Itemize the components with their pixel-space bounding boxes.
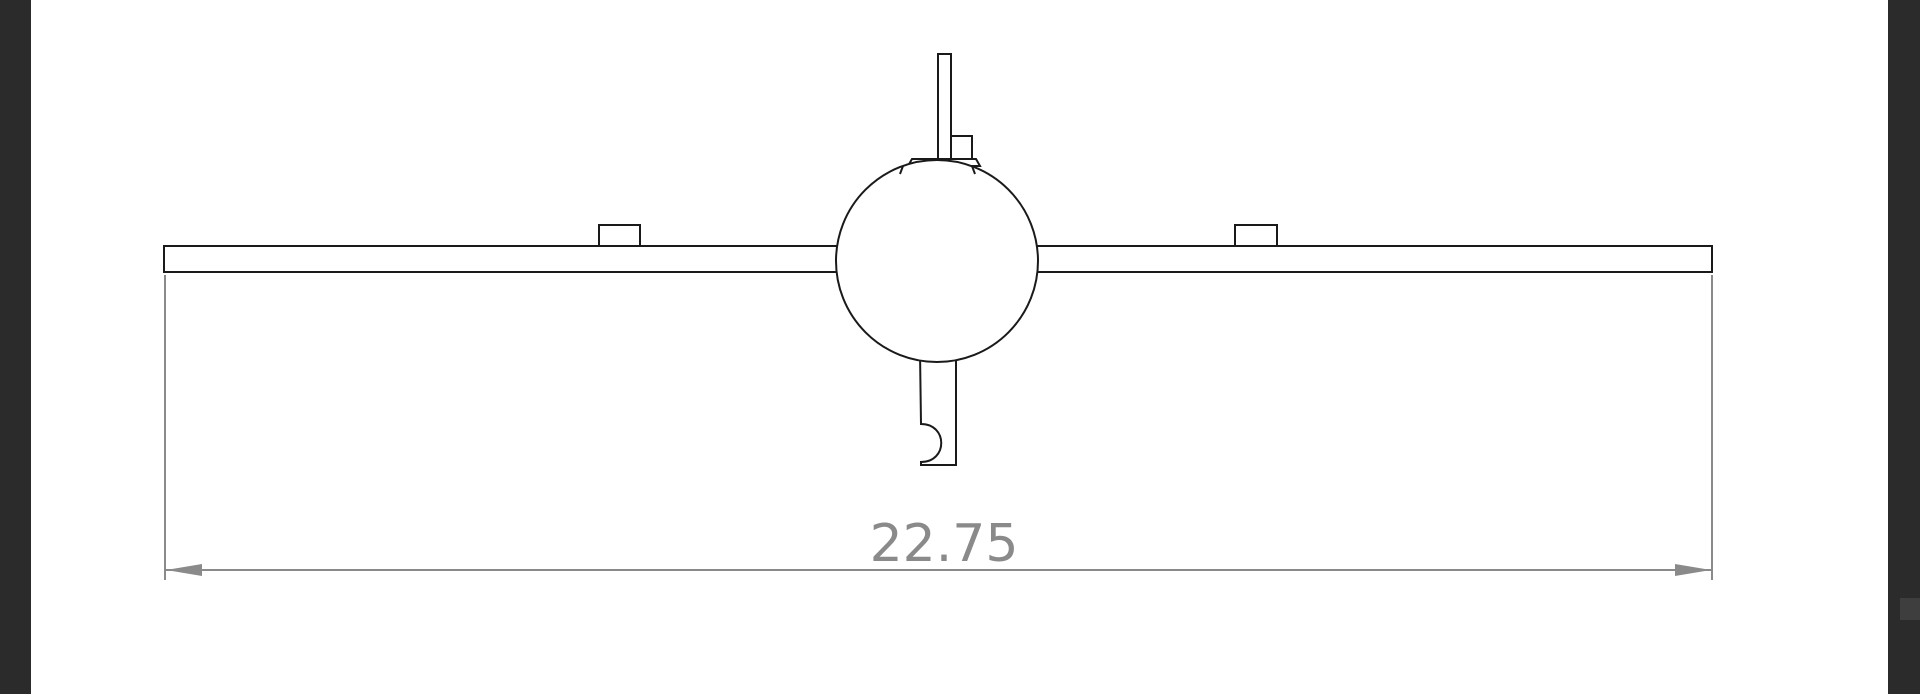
viewport-left-margin [0,0,31,694]
bar-left [163,245,839,273]
bottom-hook [918,351,957,466]
side-panel-tab[interactable] [1900,598,1920,620]
dimension-arrows [166,564,1711,576]
part-geometry [163,53,1713,466]
bar-tab-left [598,224,641,247]
central-sphere [835,159,1039,363]
arrowhead-left [166,564,202,576]
sphere-notches [899,165,976,175]
dimension-value-label: 22.75 [870,514,1019,574]
top-post [937,53,952,163]
bar-tab-right [1234,224,1278,247]
viewport-right-margin [1888,0,1920,694]
dimension-annotation [164,275,1713,580]
arrowhead-right [1675,564,1711,576]
bar-right [1035,245,1713,273]
post-block [950,135,973,160]
